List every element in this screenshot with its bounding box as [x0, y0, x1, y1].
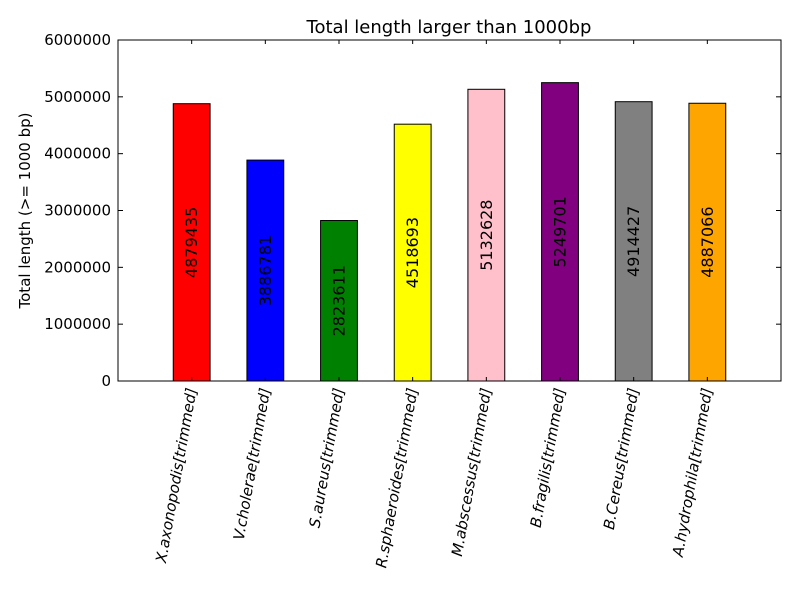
y-axis: 0 1000000 2000000 3000000 4000000 5000000 6000…: [44, 31, 781, 390]
bar: [541, 82, 579, 382]
y-tick-label: 4000000: [44, 145, 111, 163]
bar-value-label: 4518693: [403, 217, 422, 288]
x-tick-label: S.aureus[trimmed]: [306, 386, 348, 529]
bar-value-label: 5249701: [551, 196, 570, 267]
y-tick-label: 5000000: [44, 88, 111, 106]
bar: [688, 102, 727, 382]
bar-value-label: 5132628: [477, 200, 496, 271]
bars-group: [172, 82, 727, 382]
chart-title: Total length larger than 1000bp: [306, 17, 592, 38]
y-tick-label: 2000000: [44, 258, 111, 276]
bar-value-label: 4914427: [624, 206, 643, 277]
bar: [246, 159, 285, 382]
y-tick-label: 3000000: [44, 202, 111, 220]
x-tick-label: B.fragilis[trimmed]: [527, 386, 569, 529]
y-tick-label: 1000000: [44, 315, 111, 333]
x-tick-label: V.cholerae[trimmed]: [230, 386, 275, 541]
plot-frame: [117, 39, 782, 382]
bar-value-label: 4879435: [182, 207, 201, 278]
bar-value-label: 4887066: [698, 206, 717, 277]
bar: [320, 220, 358, 382]
x-tick-label: X.axonopodis[trimmed]: [152, 386, 201, 565]
x-tick-label: B.Cereus[trimmed]: [600, 386, 643, 530]
x-tick-label: M.abscessus[trimmed]: [448, 386, 495, 557]
bar-value-label: 2823611: [330, 265, 349, 336]
bar-value-label: 3886781: [256, 235, 275, 306]
bar: [393, 123, 432, 382]
x-tick-label: R.sphaeroides[trimmed]: [372, 386, 421, 569]
bar: [172, 103, 211, 382]
y-tick-label: 0: [101, 372, 111, 390]
data-labels-group: 4879435 3886781 2823611 4518693 5132628 52497…: [182, 196, 717, 336]
y-axis-label: Total length (>= 1000 bp): [16, 113, 34, 310]
y-tick-label: 6000000: [44, 31, 111, 49]
x-tick-label: A.hydrophila[trimmed]: [669, 386, 717, 559]
